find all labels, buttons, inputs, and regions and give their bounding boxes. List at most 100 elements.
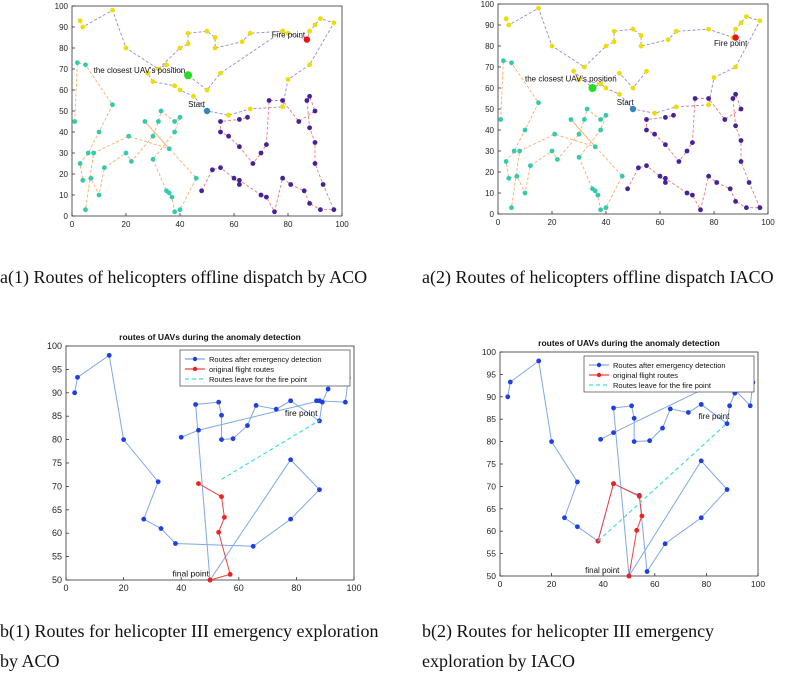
- uav-point: [204, 28, 210, 34]
- uav-point: [258, 150, 264, 156]
- y-tick-label: 50: [487, 571, 497, 581]
- uav-point: [568, 117, 574, 122]
- uav-point: [172, 129, 178, 135]
- uav-point: [706, 173, 711, 179]
- uav-point: [247, 30, 253, 36]
- y-tick-label: 100: [47, 341, 62, 351]
- uav-point: [549, 43, 555, 49]
- start-marker: [629, 105, 637, 113]
- uav-point: [312, 22, 318, 28]
- uav-point: [509, 60, 514, 66]
- y-tick-label: 10: [485, 189, 494, 198]
- y-tick-label: 90: [485, 21, 494, 30]
- uav-point: [730, 96, 736, 101]
- uav-point: [245, 114, 250, 120]
- annotation-label: Start: [617, 98, 635, 107]
- uav-point: [598, 117, 603, 122]
- uav-point: [733, 199, 738, 204]
- x-tick-label: 40: [602, 218, 611, 227]
- uav-point: [506, 22, 512, 28]
- y-tick-label: 100: [55, 2, 69, 11]
- series-point-0: [219, 437, 224, 442]
- chart-title: routes of UAVs during the anomaly detect…: [119, 332, 301, 342]
- start-marker: [203, 107, 211, 115]
- annotation-label: Start: [188, 100, 206, 109]
- x-tick-label: 60: [650, 579, 660, 589]
- uav-point: [690, 140, 695, 146]
- x-tick-label: 40: [176, 583, 186, 593]
- x-tick-label: 0: [63, 583, 68, 593]
- uav-point: [83, 62, 88, 68]
- uav-point: [738, 138, 744, 143]
- uav-point: [102, 165, 107, 171]
- chart-b2: 0 20 40 60 80 100 50 55 60 65 70 75 80 85 90 95 100 route…: [420, 330, 785, 605]
- series-point-0: [667, 406, 673, 412]
- series-point-0: [273, 406, 279, 412]
- closest-marker: [588, 84, 597, 92]
- series-point-0: [747, 403, 753, 409]
- uav-point: [177, 45, 183, 51]
- closest-marker: [184, 71, 193, 80]
- uav-point: [80, 24, 86, 30]
- x-tick-label: 20: [122, 220, 131, 229]
- legend-label-1: original flight routes: [613, 371, 678, 380]
- series-point-0: [288, 398, 294, 404]
- uav-point: [296, 119, 302, 124]
- uav-point: [96, 192, 102, 198]
- uav-point: [757, 18, 763, 24]
- uav-point: [307, 28, 312, 34]
- uav-point: [110, 102, 115, 108]
- y-tick-label: 85: [487, 414, 497, 424]
- uav-point: [733, 26, 738, 32]
- y-tick-label: 20: [485, 168, 494, 177]
- uav-point: [307, 62, 312, 68]
- uav-point: [636, 165, 641, 171]
- y-tick-label: 55: [52, 552, 62, 562]
- y-tick-label: 75: [52, 458, 62, 468]
- uav-point: [312, 140, 318, 145]
- uav-point: [193, 175, 199, 181]
- uav-point: [264, 142, 269, 148]
- y-tick-label: 95: [487, 369, 497, 379]
- uav-point: [285, 77, 291, 82]
- y-tick-label: 80: [59, 44, 68, 53]
- x-tick-label: 20: [548, 218, 557, 227]
- series-point-0: [141, 516, 147, 522]
- series-point-0: [505, 394, 511, 400]
- y-tick-label: 80: [52, 435, 62, 445]
- uav-point: [172, 119, 178, 124]
- y-tick-label: 65: [487, 504, 497, 514]
- series-point-1: [207, 577, 213, 583]
- uav-point: [611, 39, 617, 45]
- uav-point: [312, 108, 318, 114]
- uav-point: [698, 207, 703, 213]
- annotation-label: final point: [173, 569, 210, 579]
- uav-point: [630, 26, 636, 32]
- uav-point: [671, 112, 676, 118]
- uav-point: [744, 205, 749, 211]
- uav-point: [673, 28, 679, 34]
- uav-point: [522, 190, 528, 196]
- series-point-0: [698, 515, 704, 521]
- uav-point: [727, 186, 733, 192]
- series-point-0: [631, 439, 637, 444]
- uav-point: [150, 133, 156, 139]
- x-tick-label: 80: [284, 220, 293, 229]
- series-point-1: [227, 571, 233, 577]
- x-tick-label: 40: [598, 579, 608, 589]
- y-tick-label: 0: [64, 212, 69, 221]
- uav-point: [156, 66, 161, 72]
- series-point-0: [575, 479, 580, 485]
- legend-marker-1: [192, 366, 198, 372]
- series-point-1: [636, 493, 642, 499]
- uav-point: [555, 157, 560, 162]
- series-point-0: [507, 379, 513, 385]
- uav-point: [738, 20, 744, 26]
- uav-point: [280, 28, 285, 34]
- y-tick-label: 70: [487, 481, 497, 491]
- series-point-0: [158, 526, 164, 531]
- uav-point: [706, 26, 711, 32]
- series-line-2: [597, 422, 728, 542]
- annotation-label: the closest UAV's position: [94, 66, 186, 75]
- y-tick-label: 80: [487, 437, 497, 447]
